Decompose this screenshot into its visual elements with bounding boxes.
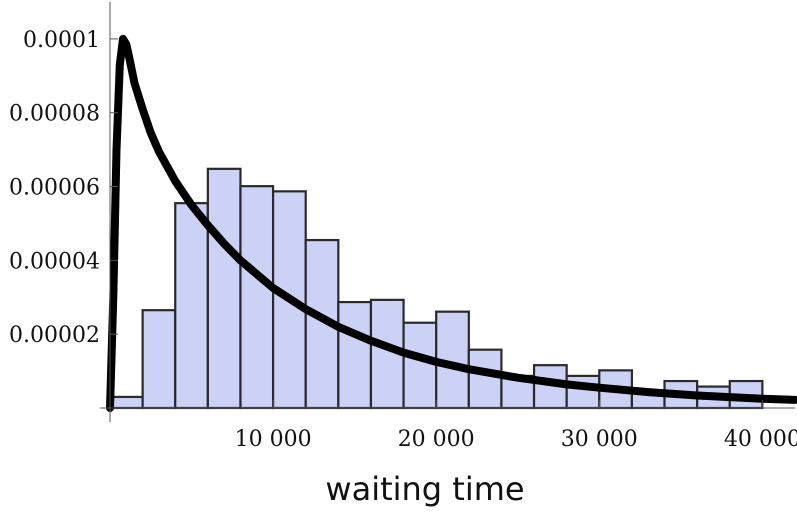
histogram-bar <box>239 185 275 410</box>
histogram-bar <box>174 202 209 410</box>
histogram-bar <box>565 374 601 410</box>
histogram-bars <box>108 167 764 410</box>
histogram-bar <box>141 309 177 410</box>
histogram-bar <box>467 348 503 410</box>
x-tick-label: 10 000 <box>235 427 312 452</box>
y-tick-label: 0.00006 <box>9 176 100 201</box>
x-tick-label: 30 000 <box>561 427 638 452</box>
x-tick-label: 40 000 <box>724 427 797 452</box>
y-tick-label: 0.00002 <box>9 323 100 348</box>
y-tick-label: 0.00004 <box>9 249 100 274</box>
histogram-bar <box>337 300 373 410</box>
x-tick-label: 20 000 <box>398 427 475 452</box>
histogram-bar <box>206 167 242 410</box>
x-ticks: 10 000 20 000 30 000 40 000 <box>235 400 797 452</box>
y-ticks: 0.00002 0.00004 0.00006 0.00008 0.0001 <box>9 28 118 348</box>
density-curve <box>106 34 797 412</box>
y-tick-label: 0.0001 <box>23 28 100 53</box>
y-tick-label: 0.00008 <box>9 102 100 127</box>
histogram-bar <box>402 321 438 410</box>
histogram-bar <box>108 395 144 410</box>
x-axis-title: waiting time <box>325 470 524 508</box>
